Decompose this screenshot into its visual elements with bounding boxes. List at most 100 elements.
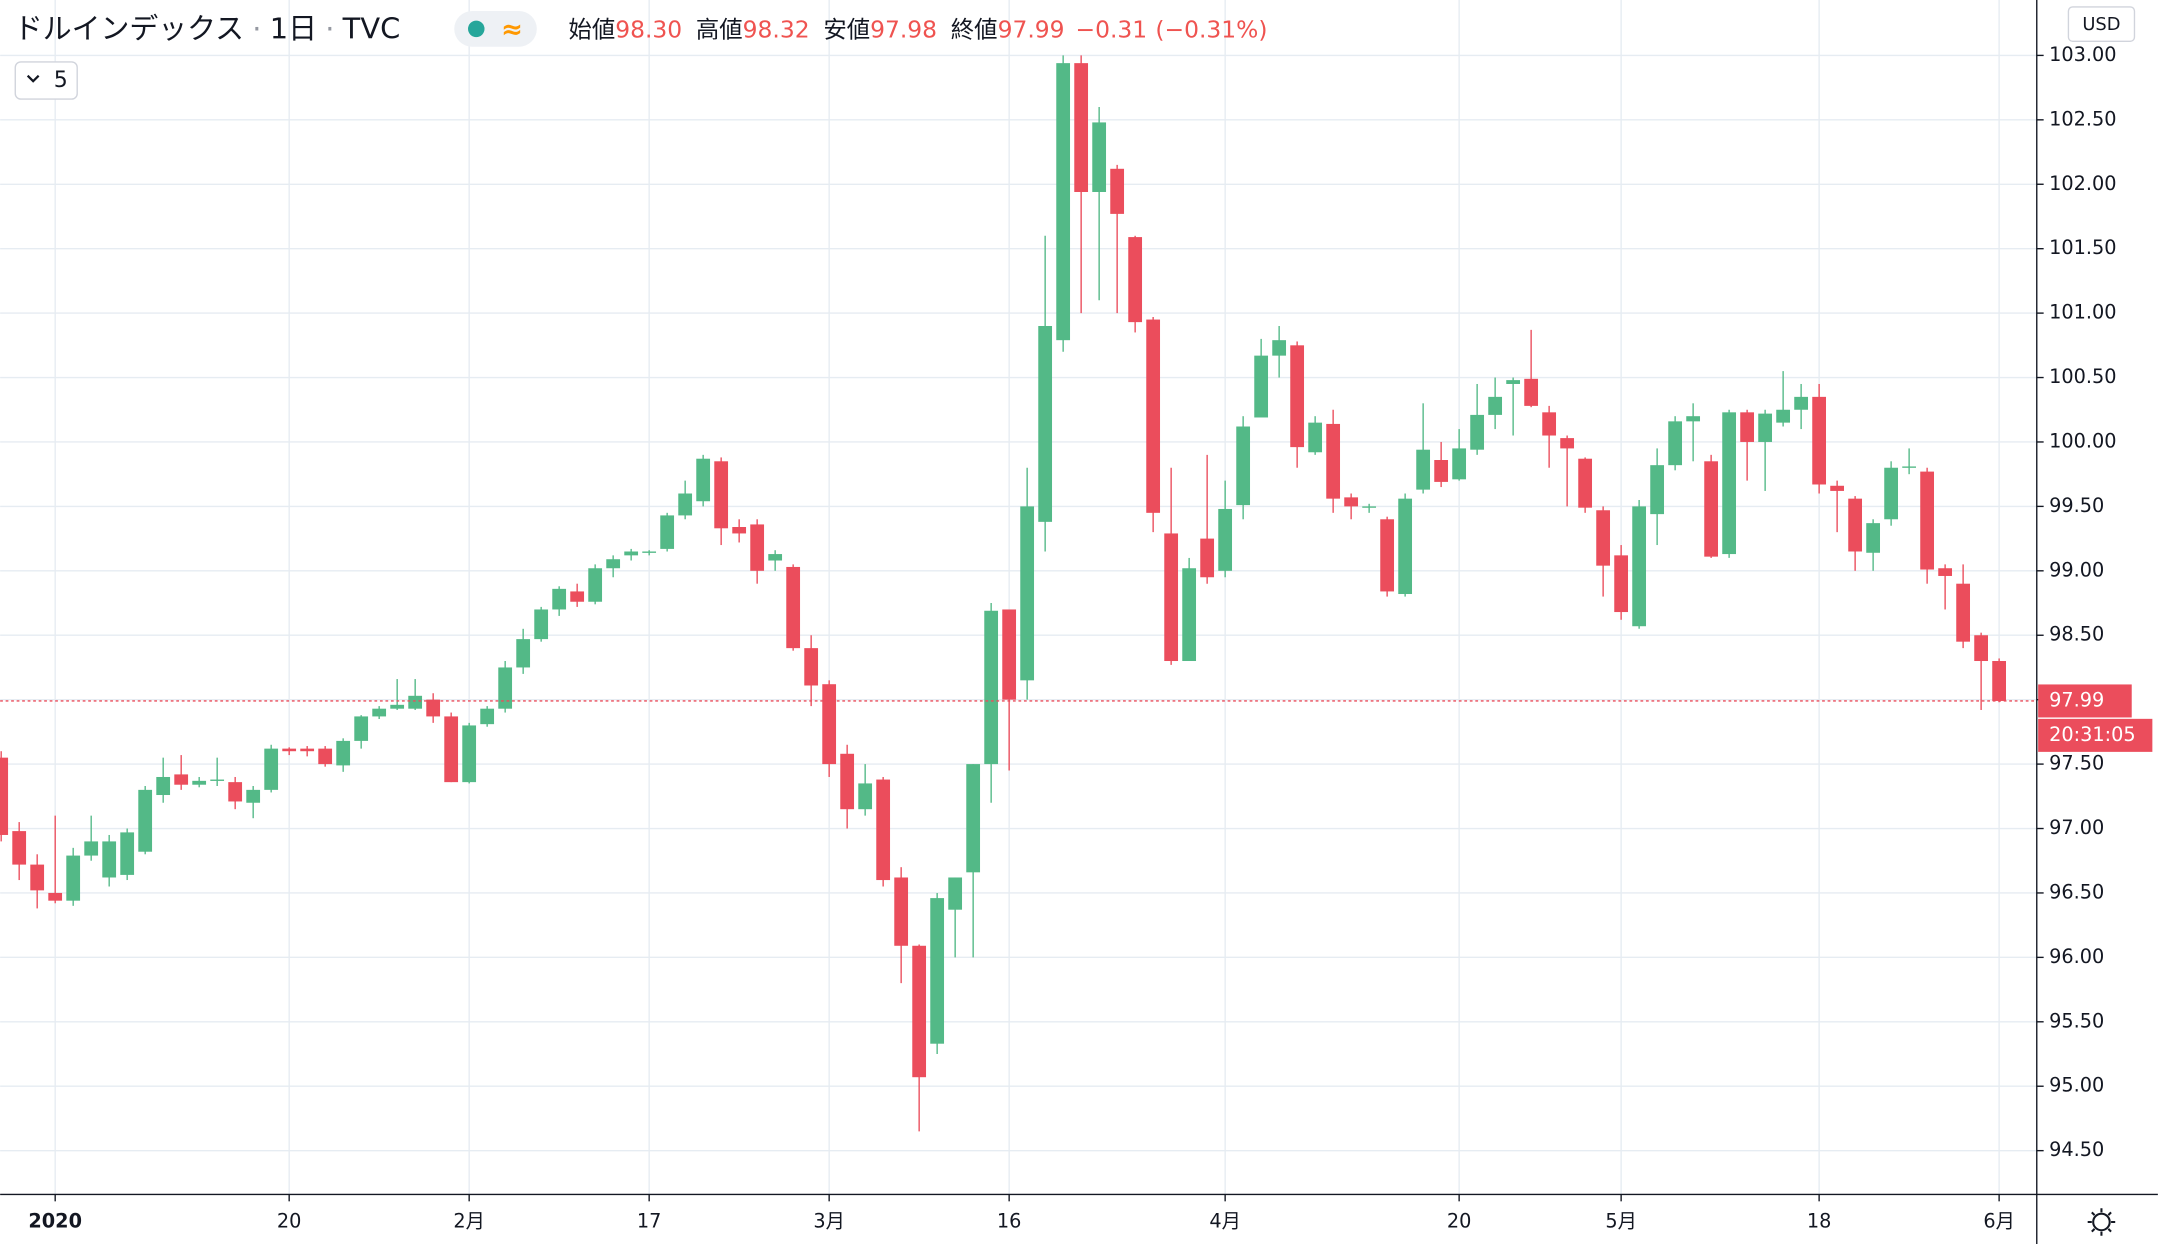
candle-body (1722, 412, 1737, 555)
candle-body (426, 699, 441, 717)
candle-body (1506, 380, 1521, 384)
candle-body (354, 716, 369, 741)
candle-body (552, 588, 567, 610)
y-tick-label: 95.00 (2049, 1074, 2104, 1097)
candle-body (282, 748, 297, 752)
candle-body (1812, 396, 1827, 485)
sep: · (325, 11, 334, 45)
candle-body (750, 524, 765, 571)
y-tick-label: 100.00 (2049, 429, 2116, 452)
candle-body (948, 877, 963, 910)
interval: 1日 (270, 11, 317, 45)
candle-body (930, 898, 945, 1044)
candle-body (1848, 498, 1863, 552)
candle-body (246, 789, 261, 803)
gear (2092, 1212, 2111, 1232)
candle-body (840, 753, 855, 810)
currency: USD (2082, 14, 2120, 35)
candle-body (1956, 583, 1971, 642)
currency-box[interactable] (2067, 6, 2136, 42)
candle-body (1614, 555, 1629, 613)
candle-body (1128, 237, 1143, 323)
x-tick-label: 2月 (453, 1209, 485, 1232)
axes: 94.5095.0095.5096.0096.5097.0097.5098.00… (28, 43, 2153, 1232)
candle-body (1830, 485, 1845, 491)
gear-teeth (2087, 1208, 2116, 1236)
candle-body (1578, 458, 1593, 508)
candle-body (12, 831, 27, 865)
candle-body (228, 782, 243, 802)
candle-body (732, 527, 747, 534)
candle-body (1056, 63, 1071, 341)
market-status (468, 20, 485, 38)
candle-body (192, 780, 207, 785)
y-tick-label: 99.00 (2049, 558, 2104, 581)
y-tick-label: 95.50 (2049, 1009, 2104, 1032)
candle-body (894, 877, 909, 946)
candle-body (120, 832, 135, 875)
y-tick-label: 103.00 (2049, 43, 2116, 66)
candle-body (1164, 533, 1179, 662)
candle-body (1794, 396, 1809, 410)
ohlc-label: 始値 (568, 15, 615, 43)
candle-body (1920, 471, 1935, 570)
ohlc-label: 高値 (696, 15, 743, 43)
ohlc-value: 97.98 (870, 15, 937, 43)
candle-body (498, 667, 513, 709)
countdown: 20:31:05 (2049, 723, 2135, 746)
grid (0, 0, 2037, 1195)
candle-body (1020, 506, 1035, 681)
candle-body (1542, 412, 1557, 436)
x-tick-label: 20 (1447, 1209, 1472, 1232)
y-tick-label: 96.50 (2049, 880, 2104, 903)
candle-body (66, 855, 81, 901)
indicator-toggle[interactable] (14, 61, 78, 100)
ohlc-legend: 始値98.30 高値98.32 安値97.98 終値97.99 −0.31 (−0.31%… (568, 15, 1267, 43)
x-tick-label: 20 (277, 1209, 302, 1232)
status-pill[interactable] (454, 11, 537, 47)
candle-body (624, 551, 639, 556)
change: −0.31 (1076, 15, 1148, 43)
candle-body (714, 461, 729, 529)
candle-body (1002, 609, 1017, 700)
candle-body (1308, 422, 1323, 453)
ohlc-value: 97.99 (998, 15, 1065, 43)
x-tick-label: 17 (637, 1209, 662, 1232)
candle-body (606, 559, 621, 569)
y-tick-label: 97.50 (2049, 752, 2104, 775)
candle-body (1380, 519, 1395, 592)
candle-body (696, 458, 711, 502)
candle-body (264, 748, 279, 790)
candle-body (768, 554, 783, 561)
settings-icon[interactable] (2087, 1208, 2116, 1236)
candle-body (1398, 498, 1413, 595)
candle-body (444, 716, 459, 783)
exchange: TVC (342, 11, 401, 45)
y-tick-label: 96.00 (2049, 945, 2104, 968)
candle-body (570, 591, 585, 602)
candle-body (1326, 423, 1341, 499)
candle-body (1236, 426, 1251, 506)
symbol: ドルインデックス (14, 11, 244, 45)
candle-body (1866, 523, 1881, 553)
candles (0, 55, 2037, 1132)
countdown-box (2038, 718, 2153, 752)
ohlc-label: 終値 (951, 15, 998, 43)
candle-body (1182, 568, 1197, 662)
x-tick-label: 3月 (813, 1209, 845, 1232)
change-pct: (−0.31%) (1155, 15, 1267, 43)
candle-body (480, 708, 495, 725)
candle-body (390, 704, 405, 709)
candle-body (912, 945, 927, 1078)
candle-body (138, 789, 153, 852)
candle-body (174, 774, 189, 785)
candle-body (858, 783, 873, 810)
candle-body (678, 493, 693, 516)
candle-body (1884, 467, 1899, 520)
candle-body (102, 841, 117, 878)
candle-body (1902, 466, 1917, 468)
candle-body (1434, 460, 1449, 482)
candle-body (516, 639, 531, 668)
y-tick-label: 101.00 (2049, 301, 2116, 324)
